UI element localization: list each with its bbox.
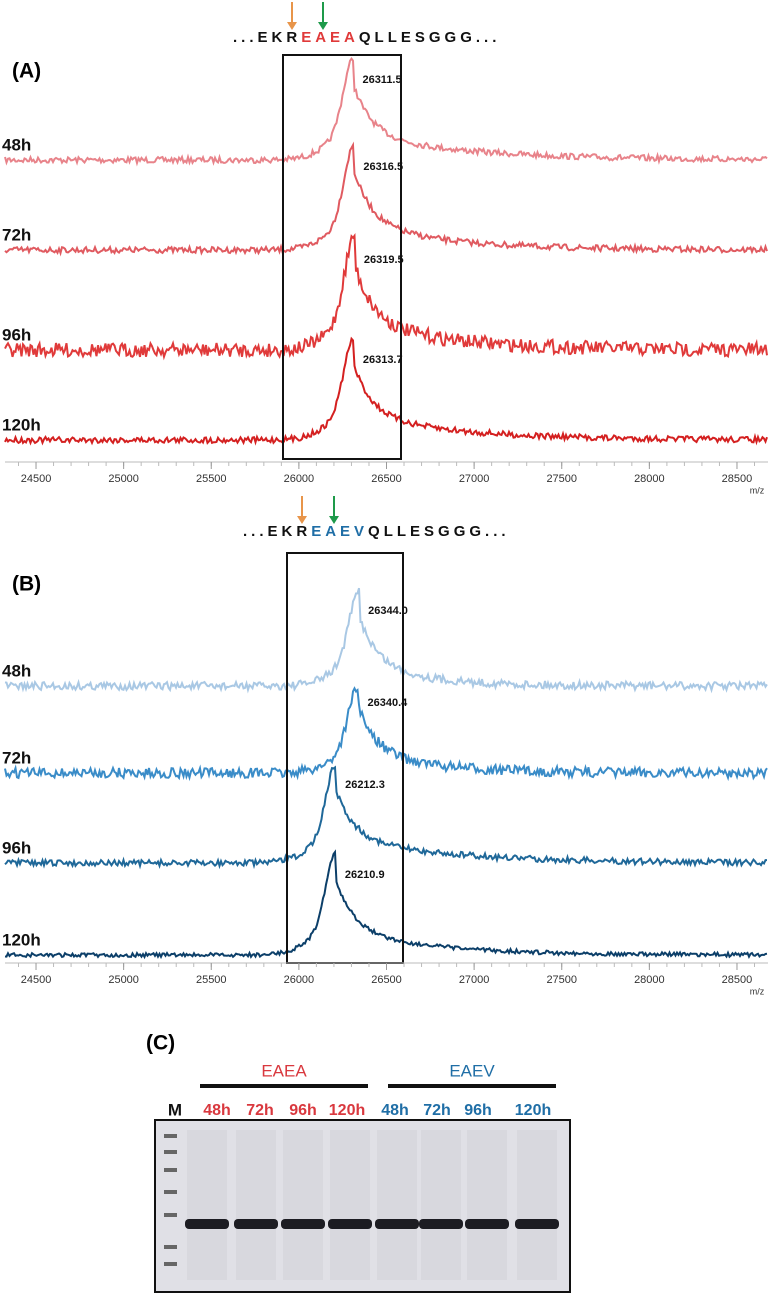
lane-smear: [330, 1130, 370, 1280]
cleavage-arrow-head: [297, 516, 307, 524]
x-tick-label: 24500: [21, 473, 52, 485]
x-tick-label: 27500: [546, 974, 577, 986]
lane-label: 48h: [381, 1102, 409, 1119]
protein-band: [234, 1219, 278, 1229]
x-tick-label: 26000: [284, 473, 315, 485]
spectrum-trace: [4, 587, 768, 694]
lane-smear: [421, 1130, 461, 1280]
lane-label: 72h: [423, 1102, 451, 1119]
x-axis-label: m/z: [750, 485, 765, 495]
series-label: 96h: [2, 838, 31, 857]
x-tick-label: 25500: [196, 473, 227, 485]
x-tick-label: 28000: [634, 473, 665, 485]
group-label: EAEA: [261, 1061, 307, 1080]
x-tick-label: 27500: [546, 473, 577, 485]
marker-band: [164, 1190, 177, 1194]
spectrum-trace: [4, 765, 767, 870]
marker-band: [164, 1168, 177, 1172]
lane-smear: [517, 1130, 557, 1280]
marker-band: [164, 1213, 177, 1217]
series-label: 72h: [2, 748, 31, 767]
protein-band: [328, 1219, 372, 1229]
spectrum-trace: [4, 232, 768, 361]
protein-band: [375, 1219, 419, 1229]
x-tick-label: 26500: [371, 974, 402, 986]
marker-band: [164, 1262, 177, 1266]
lane-label: 120h: [329, 1102, 365, 1119]
lane-label: 120h: [515, 1102, 551, 1119]
x-tick-label: 28000: [634, 974, 665, 986]
protein-band: [515, 1219, 559, 1229]
cleavage-arrow-head: [287, 22, 297, 30]
protein-band: [465, 1219, 509, 1229]
x-tick-label: 27000: [459, 974, 490, 986]
peak-label: 26340.4: [368, 697, 409, 709]
group-label: EAEV: [449, 1061, 495, 1080]
lane-label: 96h: [464, 1102, 492, 1119]
peak-label: 26212.3: [345, 779, 385, 791]
protein-band: [419, 1219, 463, 1229]
spectrum-trace: [4, 141, 768, 257]
spectrum-trace: [4, 57, 768, 167]
cleavage-arrow-head: [329, 516, 339, 524]
series-label: 120h: [2, 930, 41, 949]
x-tick-label: 26000: [284, 974, 315, 986]
protein-band: [281, 1219, 325, 1229]
series-label: 72h: [2, 225, 31, 244]
sequence-part: ...EKR: [233, 29, 301, 46]
sequence-part: EAEA: [301, 29, 359, 46]
x-tick-label: 27000: [459, 473, 490, 485]
sequence: ...EKREAEVQLLESGGG...: [243, 523, 510, 540]
lane-smear: [283, 1130, 323, 1280]
panel-label: (C): [146, 1032, 175, 1055]
lane-label: 48h: [203, 1102, 231, 1119]
highlight-box: [282, 54, 402, 460]
series-label: 96h: [2, 325, 31, 344]
spectrum-trace: [4, 686, 768, 782]
lane-smear: [187, 1130, 227, 1280]
marker-label: M: [168, 1100, 182, 1119]
series-label: 120h: [2, 415, 41, 434]
cleavage-arrow-head: [318, 22, 328, 30]
lane-smear: [236, 1130, 276, 1280]
sequence-part: QLLESGGG...: [359, 29, 501, 46]
peak-label: 26344.0: [368, 605, 408, 617]
marker-band: [164, 1134, 177, 1138]
x-axis-label: m/z: [750, 986, 765, 996]
lane-label: 96h: [289, 1102, 317, 1119]
sequence-part: ...EKR: [243, 523, 311, 540]
peak-label: 26313.7: [363, 354, 403, 366]
peak-label: 26316.5: [363, 161, 403, 173]
protein-band: [185, 1219, 229, 1229]
sequence-part: QLLESGGG...: [368, 523, 510, 540]
sequence: ...EKREAEAQLLESGGG...: [233, 29, 500, 46]
x-tick-label: 25500: [196, 974, 227, 986]
panel-label: (B): [12, 573, 41, 596]
sequence-part: EAEV: [311, 523, 368, 540]
series-label: 48h: [2, 661, 31, 680]
lane-smear: [377, 1130, 417, 1280]
x-tick-label: 25000: [108, 473, 139, 485]
peak-label: 26210.9: [345, 869, 385, 881]
x-tick-label: 24500: [21, 974, 52, 986]
peak-label: 26319.5: [364, 254, 404, 266]
lane-label: 72h: [246, 1102, 274, 1119]
peak-label: 26311.5: [362, 74, 401, 86]
x-tick-label: 28500: [722, 473, 753, 485]
x-tick-label: 26500: [371, 473, 402, 485]
lane-smear: [467, 1130, 507, 1280]
spectrum-trace: [4, 849, 768, 960]
marker-band: [164, 1245, 177, 1249]
marker-band: [164, 1150, 177, 1154]
panel-label: (A): [12, 60, 41, 83]
series-label: 48h: [2, 135, 31, 154]
x-tick-label: 25000: [108, 974, 139, 986]
x-tick-label: 28500: [722, 974, 753, 986]
spectrum-trace: [4, 336, 768, 446]
